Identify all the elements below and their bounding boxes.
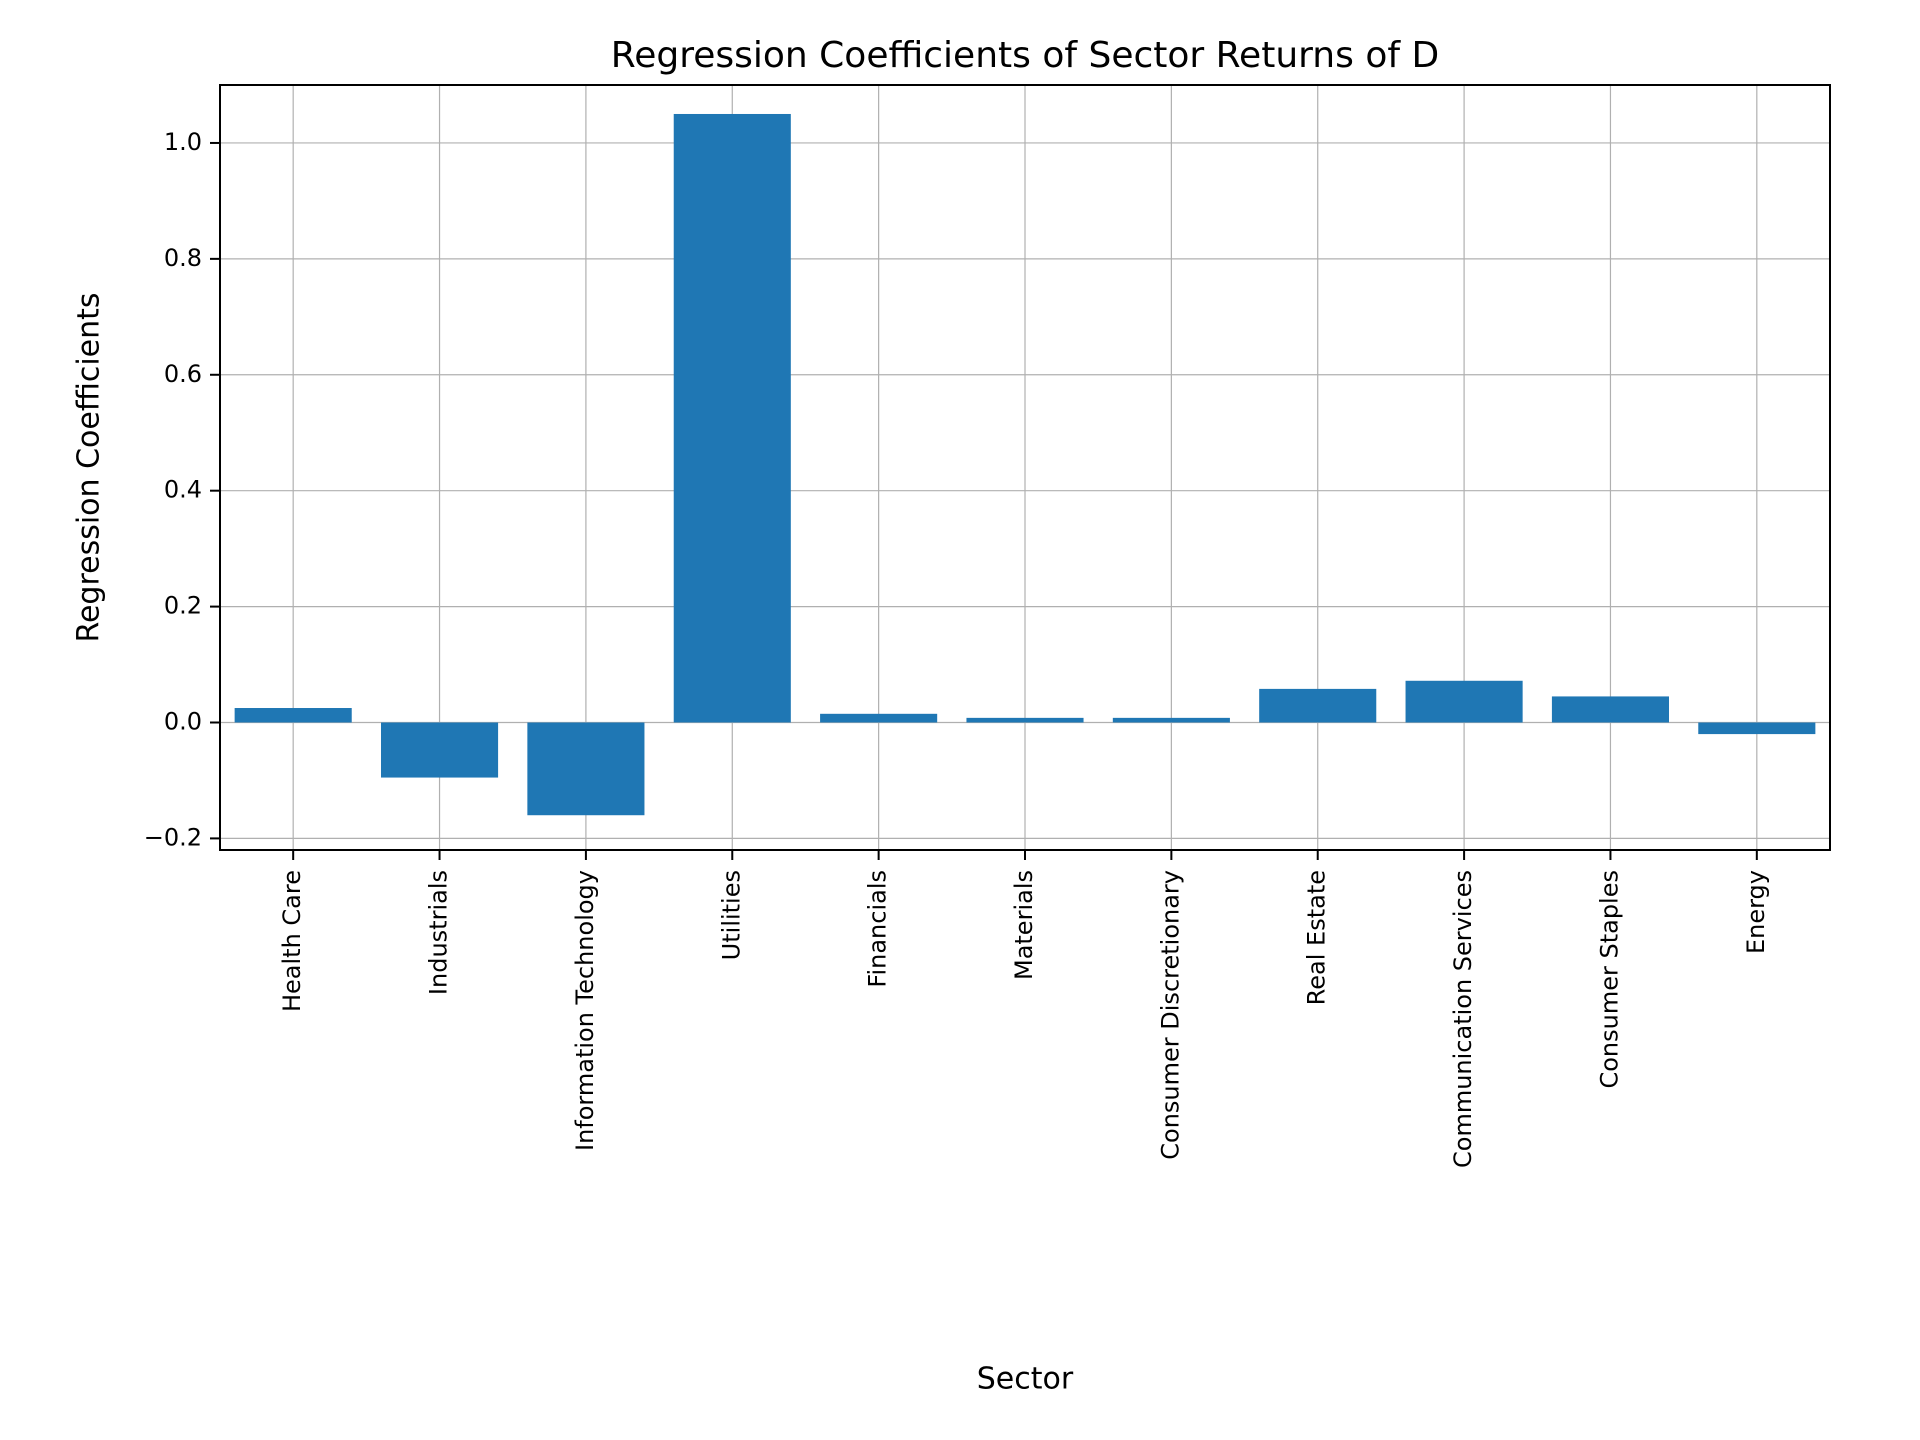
bar	[820, 714, 937, 723]
bar	[1406, 681, 1523, 723]
y-tick-label: 0.0	[164, 708, 202, 736]
chart-title: Regression Coefficients of Sector Return…	[611, 35, 1439, 76]
x-tick-label: Financials	[864, 870, 892, 988]
x-tick-label: Utilities	[717, 870, 745, 960]
bar	[527, 723, 644, 816]
bar	[235, 708, 352, 722]
x-tick-label: Energy	[1742, 870, 1770, 954]
bar	[1552, 696, 1669, 722]
y-tick-label: 0.4	[164, 476, 202, 504]
x-tick-label: Communication Services	[1449, 870, 1477, 1168]
x-tick-label: Information Technology	[571, 870, 599, 1151]
chart-container: −0.2 0.0 0.2 0.4 0.6 0.8 1.0 Health Care Industr…	[0, 0, 1920, 1440]
x-axis-label: Sector	[977, 1362, 1074, 1397]
y-tick-label: 0.8	[164, 244, 202, 272]
y-tick-label: 1.0	[164, 128, 202, 156]
bar-chart: −0.2 0.0 0.2 0.4 0.6 0.8 1.0 Health Care Industr…	[0, 0, 1920, 1440]
x-tick-label: Materials	[1010, 870, 1038, 980]
bar	[674, 114, 791, 723]
y-tick-label: 0.6	[164, 360, 202, 388]
x-tick-label: Health Care	[278, 870, 306, 1012]
bar	[1113, 718, 1230, 723]
bar	[966, 718, 1083, 723]
x-tick-label: Consumer Discretionary	[1156, 870, 1184, 1160]
y-tick-label: 0.2	[164, 592, 202, 620]
bar	[1698, 723, 1815, 735]
x-tick-label: Real Estate	[1303, 870, 1331, 1005]
x-tick-label: Consumer Staples	[1595, 870, 1623, 1089]
y-tick-label: −0.2	[144, 823, 202, 851]
bar	[381, 723, 498, 778]
bar	[1259, 689, 1376, 723]
x-tick-label: Industrials	[425, 870, 453, 995]
y-axis-label: Regression Coefficients	[72, 292, 107, 642]
